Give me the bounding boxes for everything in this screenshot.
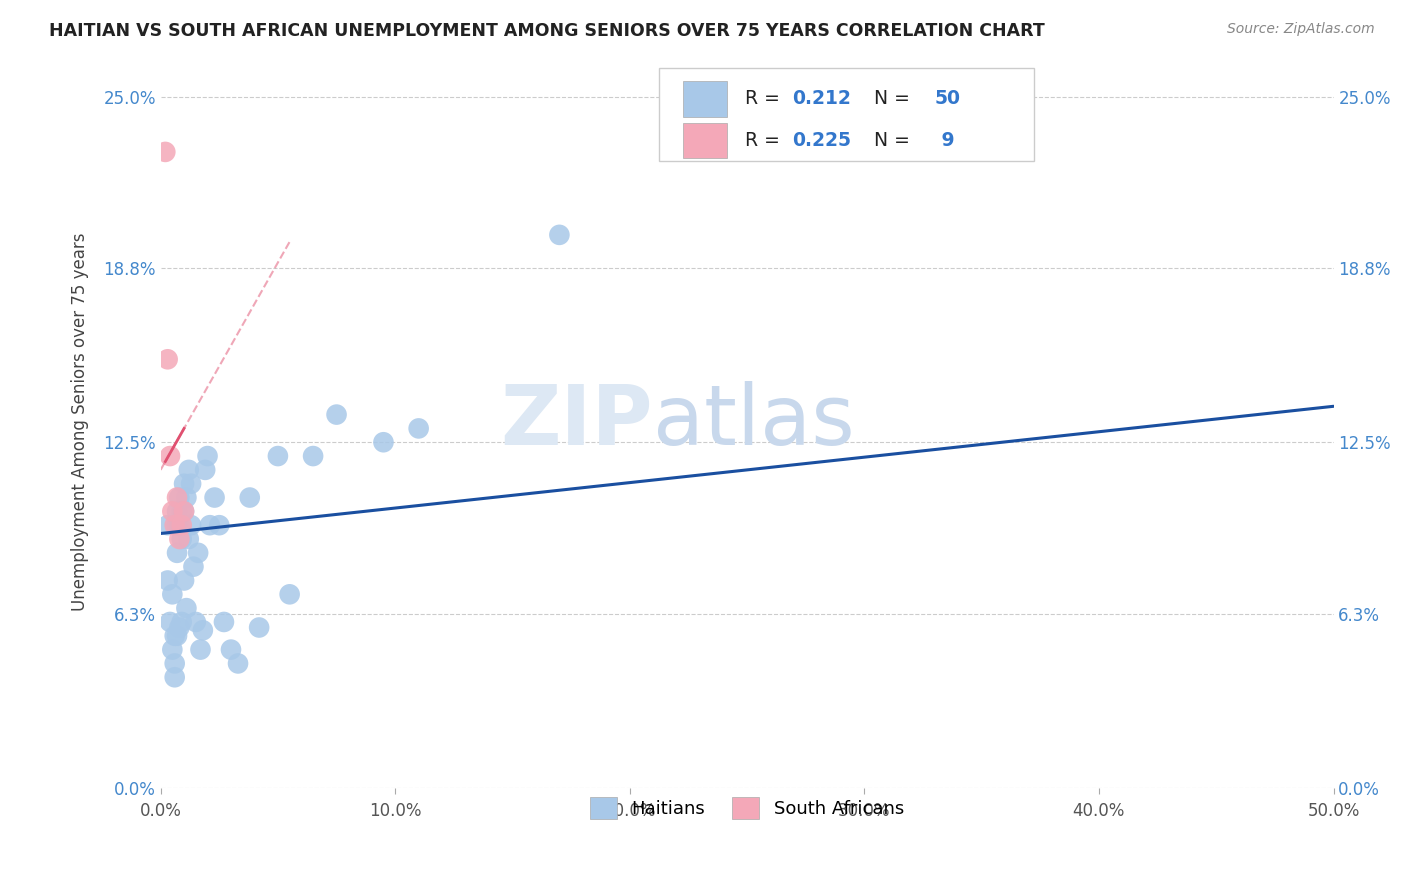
Point: [173, 504, 195, 518]
Point: [166, 504, 188, 518]
Point: [169, 518, 191, 533]
Point: [665, 117, 688, 131]
Text: R =: R =: [745, 131, 786, 150]
Text: Source: ZipAtlas.com: Source: ZipAtlas.com: [1227, 22, 1375, 37]
Y-axis label: Unemployment Among Seniors over 75 years: Unemployment Among Seniors over 75 years: [72, 232, 89, 611]
Point: [183, 559, 205, 574]
Point: [239, 491, 262, 505]
Text: atlas: atlas: [654, 381, 855, 462]
Point: [204, 491, 226, 505]
Text: 0.212: 0.212: [792, 89, 851, 109]
Point: [176, 601, 198, 615]
Point: [169, 620, 191, 634]
Point: [408, 421, 430, 435]
Text: N =: N =: [862, 131, 915, 150]
Point: [173, 504, 195, 518]
Point: [197, 449, 219, 463]
Point: [170, 532, 193, 546]
Point: [267, 449, 290, 463]
Point: [173, 476, 195, 491]
Text: 0.225: 0.225: [792, 131, 851, 150]
Point: [177, 463, 200, 477]
Point: [198, 518, 221, 533]
Point: [226, 657, 249, 671]
Bar: [682, 81, 727, 117]
Text: 50: 50: [935, 89, 960, 109]
Point: [302, 449, 325, 463]
Point: [166, 546, 188, 560]
Point: [162, 587, 184, 601]
Point: [208, 518, 231, 533]
Point: [166, 518, 188, 533]
Point: [162, 642, 184, 657]
Legend: Haitians, South Africans: Haitians, South Africans: [582, 790, 911, 827]
Point: [156, 574, 179, 588]
Point: [173, 574, 195, 588]
Point: [156, 352, 179, 367]
Point: [169, 532, 191, 546]
Point: [163, 518, 186, 533]
Point: [162, 504, 184, 518]
Point: [166, 491, 188, 505]
Point: [180, 518, 202, 533]
Point: [163, 629, 186, 643]
Point: [191, 624, 214, 638]
Point: [170, 615, 193, 629]
Text: R =: R =: [745, 89, 786, 109]
Text: HAITIAN VS SOUTH AFRICAN UNEMPLOYMENT AMONG SENIORS OVER 75 YEARS CORRELATION CH: HAITIAN VS SOUTH AFRICAN UNEMPLOYMENT AM…: [49, 22, 1045, 40]
Point: [169, 491, 191, 505]
Point: [159, 615, 181, 629]
Point: [155, 145, 177, 159]
Point: [176, 491, 198, 505]
FancyBboxPatch shape: [659, 68, 1035, 161]
Point: [278, 587, 301, 601]
Point: [170, 518, 193, 533]
Point: [180, 476, 202, 491]
Point: [163, 670, 186, 684]
Point: [190, 642, 212, 657]
Point: [166, 629, 188, 643]
Point: [159, 449, 181, 463]
Point: [212, 615, 235, 629]
Point: [184, 615, 207, 629]
Point: [373, 435, 395, 450]
Point: [325, 408, 347, 422]
Point: [163, 657, 186, 671]
Point: [548, 227, 571, 242]
Point: [194, 463, 217, 477]
Point: [177, 532, 200, 546]
Bar: [682, 123, 727, 158]
Text: ZIP: ZIP: [501, 381, 654, 462]
Point: [170, 504, 193, 518]
Point: [219, 642, 242, 657]
Point: [187, 546, 209, 560]
Text: 9: 9: [935, 131, 955, 150]
Point: [247, 620, 270, 634]
Text: N =: N =: [862, 89, 915, 109]
Point: [156, 518, 179, 533]
